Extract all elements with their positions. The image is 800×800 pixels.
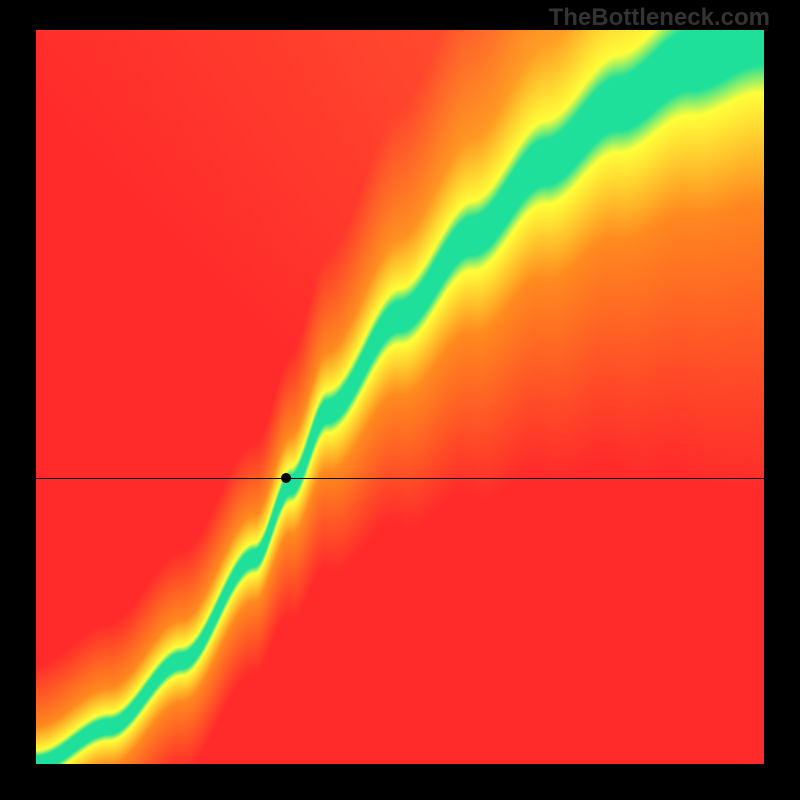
plot-area [36,30,764,764]
crosshair-horizontal [36,478,764,479]
data-point-marker [281,473,291,483]
heatmap-canvas [36,30,764,764]
crosshair-vertical [286,764,287,800]
chart-container: TheBottleneck.com [0,0,800,800]
watermark-text: TheBottleneck.com [549,4,770,32]
